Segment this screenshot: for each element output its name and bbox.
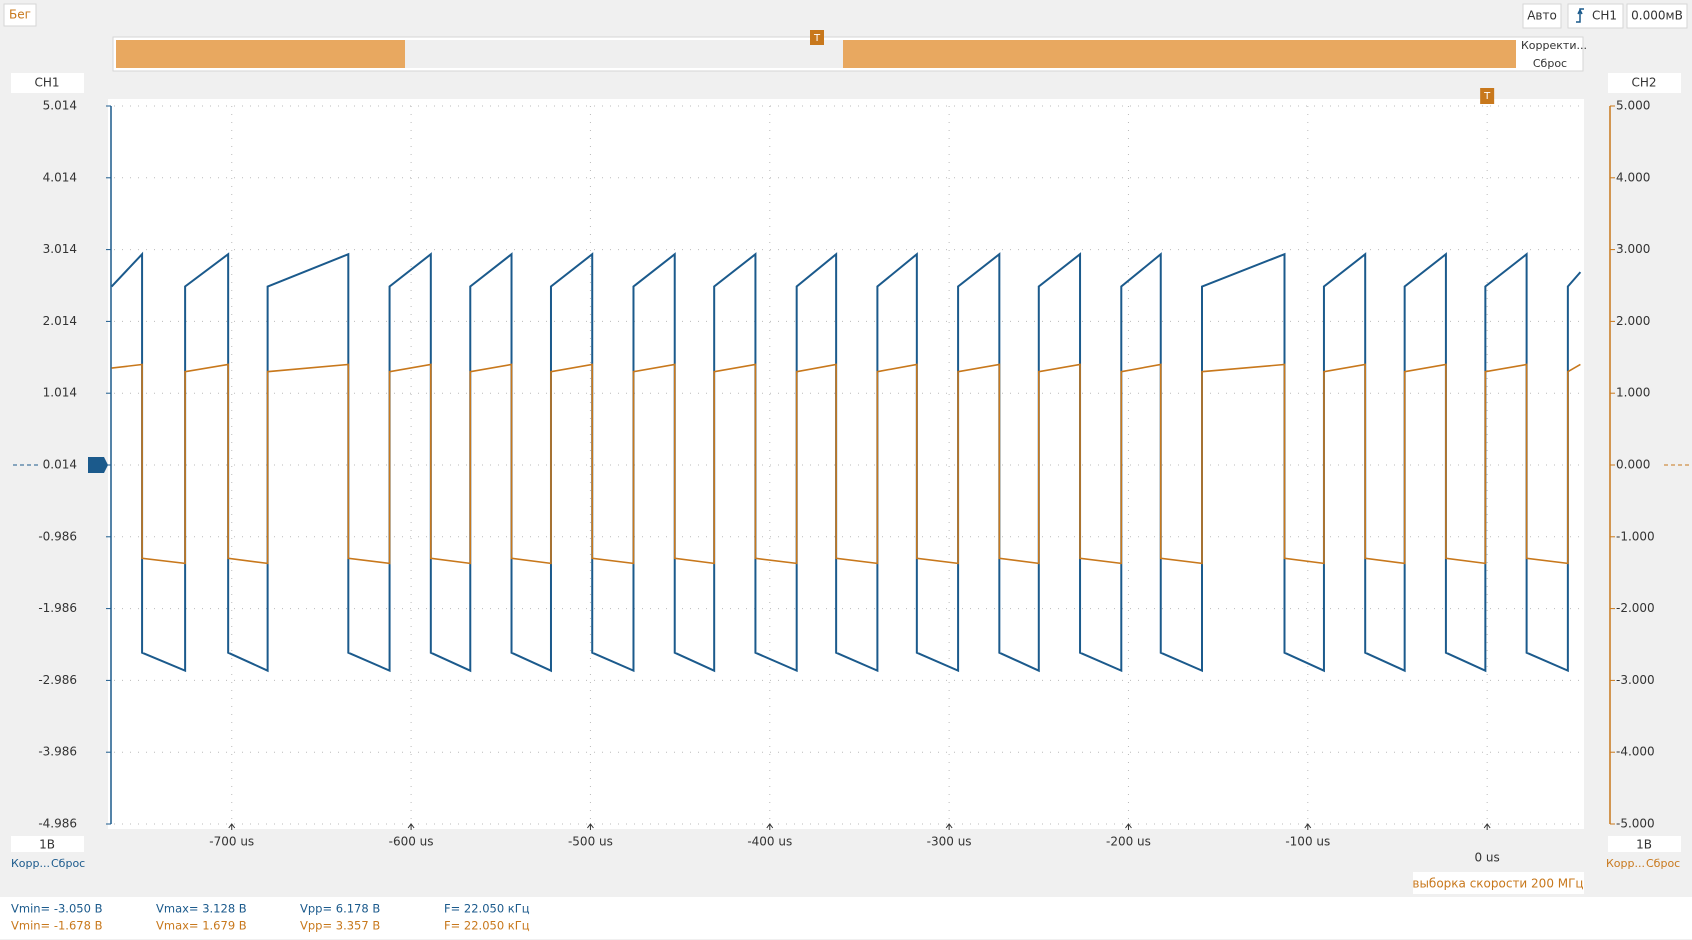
y-tick-label: -0.986: [38, 529, 77, 543]
y2-tick-label: 4.000: [1616, 170, 1650, 184]
trigger-level: 0.000мВ: [1631, 9, 1683, 23]
y2-tick-label: 1.000: [1616, 386, 1650, 400]
mode-label: Авто: [1527, 9, 1557, 23]
ch1-adjust[interactable]: Корр...: [11, 857, 50, 870]
x-tick-label: -700 us: [209, 835, 254, 849]
ch2-adjust[interactable]: Корр...: [1606, 857, 1645, 870]
y2-tick-label: 5.000: [1616, 99, 1650, 113]
x-tick: [945, 823, 953, 830]
ch2-name: CH2: [1631, 76, 1656, 90]
trigger-icon: [1576, 8, 1584, 23]
y-tick-label: 1.014: [43, 386, 77, 400]
ch1-ground-marker: [88, 457, 108, 473]
ch1-header[interactable]: [11, 73, 84, 93]
trigger-marker-label: T: [1483, 91, 1491, 102]
y2-tick-label: 3.000: [1616, 242, 1650, 256]
x-tick-label: -400 us: [747, 835, 792, 849]
ch2-scale: 1В: [1636, 838, 1652, 852]
x-tick-label: -200 us: [1106, 835, 1151, 849]
trigger-level-button[interactable]: [1626, 3, 1688, 29]
x-tick: [1483, 823, 1491, 830]
trigger-button[interactable]: [1567, 3, 1624, 29]
trigger-marker: [810, 30, 824, 45]
y-tick-label: -2.986: [38, 673, 77, 687]
ch1-scale-box[interactable]: [11, 836, 84, 852]
run-label: Бег: [9, 8, 31, 22]
x-tick-label: -600 us: [389, 835, 434, 849]
ch1-name: CH1: [34, 76, 59, 90]
y2-tick-label: 2.000: [1616, 314, 1650, 328]
waveform: [111, 363, 1581, 565]
measurement: Vpp= 6.178 В: [300, 902, 380, 916]
overview-adjust-button[interactable]: [1519, 38, 1581, 54]
x-tick: [407, 823, 415, 830]
y-tick-label: -3.986: [38, 745, 77, 759]
trigger-marker-label: T: [813, 33, 821, 44]
y2-tick-label: -2.000: [1616, 601, 1655, 615]
y-tick-label: 2.014: [43, 314, 77, 328]
measurement: Vmin= -1.678 В: [11, 919, 103, 933]
trigger-marker: [1480, 88, 1495, 104]
ch2-reset[interactable]: Сброс: [1646, 857, 1680, 870]
ch2-scale-box[interactable]: [1608, 836, 1681, 852]
ch1-reset[interactable]: Сброс: [51, 857, 85, 870]
y-tick-label: 5.014: [43, 99, 77, 113]
run-button[interactable]: [3, 3, 37, 27]
measurement: Vpp= 3.357 В: [300, 919, 380, 933]
measurement: Vmax= 3.128 В: [156, 902, 247, 916]
y-tick-label: 4.014: [43, 170, 77, 184]
measurement: F= 22.050 кГц: [444, 902, 530, 916]
x-tick-label: -300 us: [927, 835, 972, 849]
y-tick-label: 3.014: [43, 242, 77, 256]
overview-reset-button[interactable]: [1519, 56, 1581, 70]
x-tick: [1304, 823, 1312, 830]
ch1-scale: 1В: [39, 838, 55, 852]
overview-reset: Сброс: [1533, 57, 1567, 70]
y2-tick-label: -1.000: [1616, 529, 1655, 543]
mode-button[interactable]: [1522, 3, 1562, 29]
x-tick: [766, 823, 774, 830]
y-tick-label: -1.986: [38, 601, 77, 615]
sample-rate: выборка скорости 200 МГц: [1412, 877, 1583, 891]
y2-tick-label: -3.000: [1616, 673, 1655, 687]
measurement: Vmax= 1.679 В: [156, 919, 247, 933]
y-tick-label: 0.014: [43, 458, 77, 472]
x-tick-label: -100 us: [1285, 835, 1330, 849]
ch2-header[interactable]: [1608, 73, 1681, 93]
sample-rate-box: [1413, 872, 1584, 894]
measurement: Vmin= -3.050 В: [11, 902, 103, 916]
x-tick: [587, 823, 594, 830]
x-tick: [1125, 823, 1132, 830]
y-tick-label: -4.986: [38, 817, 77, 831]
x-tick-label: 0 us: [1474, 851, 1499, 865]
x-tick: [228, 823, 236, 830]
y2-tick-label: -4.000: [1616, 745, 1655, 759]
plot-area[interactable]: [108, 99, 1584, 829]
measurement: F= 22.050 кГц: [444, 919, 530, 933]
y2-tick-label: 0.000: [1616, 458, 1650, 472]
x-tick-label: -500 us: [568, 835, 613, 849]
measurements-panel: [0, 897, 1692, 939]
y2-tick-label: -5.000: [1616, 817, 1655, 831]
overview-adjust: Корректи...: [1521, 39, 1587, 52]
trigger-channel: CH1: [1592, 9, 1617, 23]
